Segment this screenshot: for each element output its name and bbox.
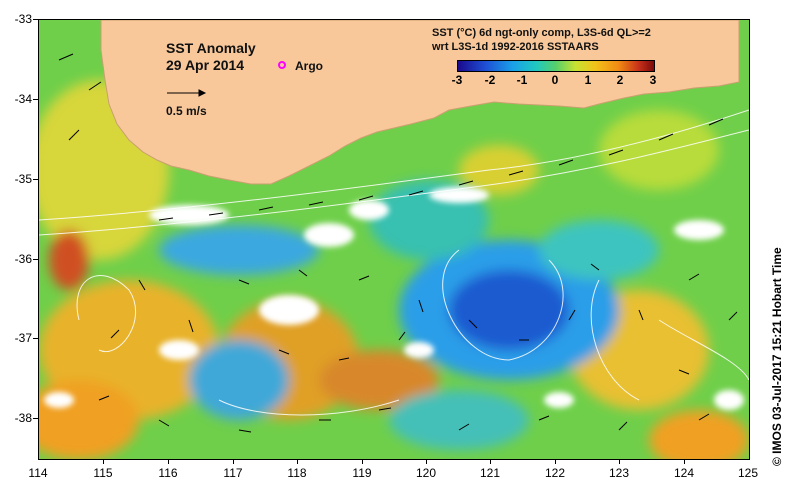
lat-tick-mark xyxy=(33,259,38,260)
map-title-text: SST Anomaly xyxy=(166,40,256,56)
lat-tick-mark xyxy=(33,418,38,419)
colorbar-tick: 2 xyxy=(616,73,624,87)
imos-footer: © IMOS 03-Jul-2017 15:21 Hobart Time xyxy=(770,247,784,466)
lon-tick-label: 120 xyxy=(415,466,437,480)
colorbar-tick: -2 xyxy=(484,73,496,87)
lat-tick-label: -37 xyxy=(14,331,32,345)
lat-tick-mark xyxy=(33,99,38,100)
map-title: SST Anomaly 29 Apr 2014 xyxy=(166,40,256,74)
lat-tick-label: -33 xyxy=(14,12,32,26)
lon-tick-mark xyxy=(168,459,169,464)
map-date: 29 Apr 2014 xyxy=(166,57,245,73)
lon-tick-label: 121 xyxy=(479,466,501,480)
colorbar-tick: 0 xyxy=(551,73,559,87)
lon-tick-mark xyxy=(490,459,491,464)
lon-tick-label: 117 xyxy=(223,466,243,480)
lon-tick-label: 124 xyxy=(673,466,695,480)
colorbar xyxy=(457,60,655,72)
lat-tick-label: -35 xyxy=(14,172,32,186)
lon-tick-mark xyxy=(426,459,427,464)
colorbar-title-line2: wrt L3S-1d 1992-2016 SSTAARS xyxy=(432,41,599,53)
scale-label: 0.5 m/s xyxy=(166,104,207,118)
lon-tick-label: 125 xyxy=(737,466,759,480)
lon-tick-mark xyxy=(684,459,685,464)
lon-tick-label: 119 xyxy=(352,466,372,480)
colorbar-tick: -3 xyxy=(451,73,463,87)
lon-tick-mark xyxy=(555,459,556,464)
argo-marker-icon xyxy=(278,61,286,69)
lon-tick-mark xyxy=(233,459,234,464)
argo-label: Argo xyxy=(295,59,323,73)
lon-tick-mark xyxy=(619,459,620,464)
lon-tick-label: 114 xyxy=(28,466,48,480)
scale-arrow xyxy=(167,89,207,97)
lon-tick-label: 115 xyxy=(93,466,113,480)
colorbar-tick: -1 xyxy=(516,73,528,87)
lon-tick-label: 123 xyxy=(608,466,630,480)
colorbar-tick: 3 xyxy=(649,73,657,87)
lat-tick-mark xyxy=(33,19,38,20)
lat-tick-mark xyxy=(33,338,38,339)
colorbar-title: SST (°C) 6d ngt-only comp, L3S-6d QL>=2 … xyxy=(432,26,651,54)
lon-tick-mark xyxy=(103,459,104,464)
lat-tick-mark xyxy=(33,179,38,180)
colorbar-tick: 1 xyxy=(584,73,592,87)
lon-tick-mark xyxy=(362,459,363,464)
colorbar-title-line1: SST (°C) 6d ngt-only comp, L3S-6d QL>=2 xyxy=(432,27,651,39)
lon-tick-mark xyxy=(297,459,298,464)
lon-tick-label: 116 xyxy=(158,466,178,480)
lat-tick-label: -36 xyxy=(14,252,32,266)
lat-tick-label: -34 xyxy=(14,92,32,106)
lon-tick-label: 122 xyxy=(544,466,566,480)
lon-tick-label: 118 xyxy=(287,466,307,480)
lat-tick-label: -38 xyxy=(14,411,32,425)
sst-map[interactable] xyxy=(38,19,750,460)
